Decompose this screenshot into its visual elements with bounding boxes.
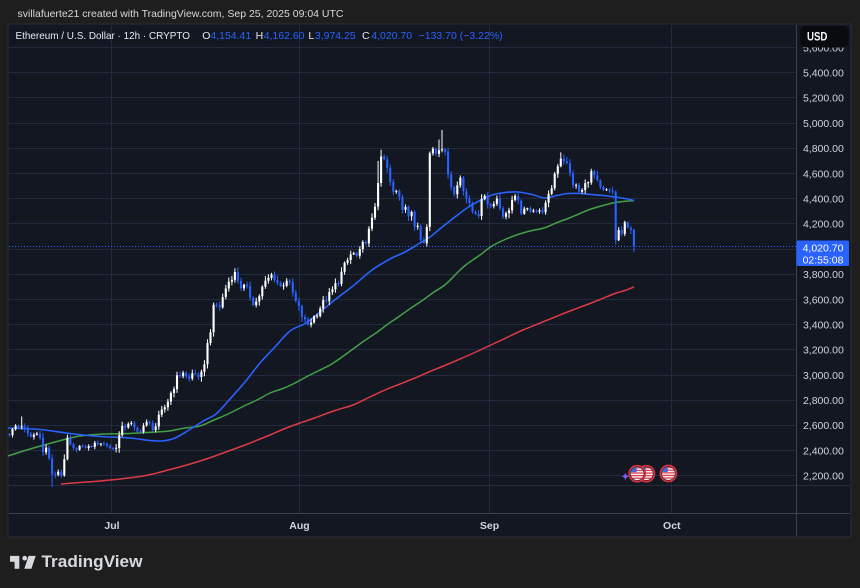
svg-text:Jul: Jul <box>104 520 119 532</box>
svg-text:5,000.00: 5,000.00 <box>803 118 844 130</box>
svg-text:2,400.00: 2,400.00 <box>803 445 844 457</box>
svg-text:TradingView: TradingView <box>42 552 144 571</box>
svg-text:3,200.00: 3,200.00 <box>803 345 844 357</box>
svg-text:Aug: Aug <box>289 520 309 532</box>
svg-text:3,400.00: 3,400.00 <box>803 320 844 332</box>
svg-text:2,600.00: 2,600.00 <box>803 420 844 432</box>
svg-text:4,020.70: 4,020.70 <box>803 243 844 255</box>
svg-text:C: C <box>362 30 370 42</box>
svg-text:4,020.70: 4,020.70 <box>371 30 412 42</box>
svg-text:3,000.00: 3,000.00 <box>803 370 844 382</box>
svg-text:3,600.00: 3,600.00 <box>803 294 844 306</box>
svg-text:Ethereum / U.S. Dollar · 12h ·: Ethereum / U.S. Dollar · 12h · CRYPTO <box>16 30 191 42</box>
svg-text:2,200.00: 2,200.00 <box>803 471 844 483</box>
svg-text:svillafuerte21 created with Tr: svillafuerte21 created with TradingView.… <box>18 8 344 20</box>
svg-text:H: H <box>256 30 264 42</box>
svg-text:O: O <box>202 30 210 42</box>
svg-text:2,800.00: 2,800.00 <box>803 395 844 407</box>
svg-text:3,974.25: 3,974.25 <box>315 30 356 42</box>
svg-text:4,400.00: 4,400.00 <box>803 194 844 206</box>
svg-text:5,400.00: 5,400.00 <box>803 68 844 80</box>
svg-text:5,200.00: 5,200.00 <box>803 93 844 105</box>
svg-text:USD: USD <box>807 32 828 44</box>
svg-text:−133.70 (−3.22%): −133.70 (−3.22%) <box>419 30 503 42</box>
svg-text:4,600.00: 4,600.00 <box>803 168 844 180</box>
svg-text:4,162.60: 4,162.60 <box>264 30 305 42</box>
svg-text:02:55:08: 02:55:08 <box>803 254 844 266</box>
svg-text:Sep: Sep <box>480 520 499 532</box>
svg-text:3,800.00: 3,800.00 <box>803 269 844 281</box>
svg-text:4,154.41: 4,154.41 <box>210 30 251 42</box>
svg-text:Oct: Oct <box>663 520 681 532</box>
svg-text:L: L <box>308 30 314 42</box>
svg-text:4,800.00: 4,800.00 <box>803 143 844 155</box>
svg-text:4,200.00: 4,200.00 <box>803 219 844 231</box>
